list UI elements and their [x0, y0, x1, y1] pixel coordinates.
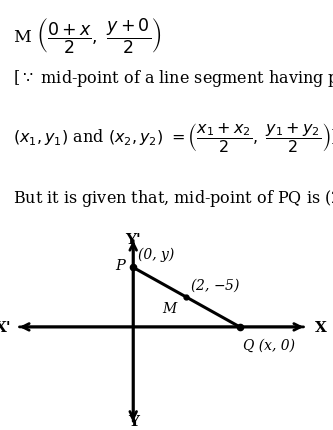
Text: X: X	[315, 320, 327, 334]
Text: $(x_1, y_1)$ and $(x_2, y_2)$ $= \left(\dfrac{x_1+x_2}{2},\ \dfrac{y_1+y_2}{2}\r: $(x_1, y_1)$ and $(x_2, y_2)$ $= \left(\…	[13, 120, 333, 154]
Text: [$\because$ mid-point of a line segment having points: [$\because$ mid-point of a line segment …	[13, 68, 333, 89]
Text: M $\left(\dfrac{0+x}{2},\ \dfrac{y+0}{2}\right)$: M $\left(\dfrac{0+x}{2},\ \dfrac{y+0}{2}…	[13, 17, 162, 56]
Text: Q (x, 0): Q (x, 0)	[243, 338, 295, 352]
Text: P: P	[115, 259, 125, 273]
Text: Y: Y	[128, 414, 139, 428]
Text: X': X'	[0, 320, 12, 334]
Text: Y': Y'	[125, 232, 141, 246]
Text: M: M	[162, 301, 176, 315]
Text: (0, y): (0, y)	[138, 248, 174, 262]
Text: (2, $-$5): (2, $-$5)	[190, 276, 240, 294]
Text: But it is given that, mid-point of PQ is (2, $-$5): But it is given that, mid-point of PQ is…	[13, 188, 333, 209]
